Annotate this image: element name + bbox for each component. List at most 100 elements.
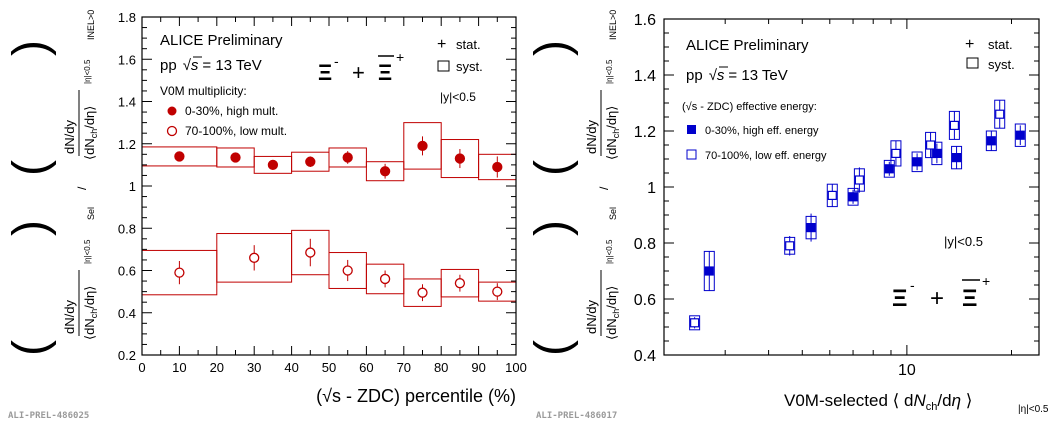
svg-text:+: +: [396, 49, 404, 65]
right-y-tick-label: 1.2: [634, 124, 656, 141]
svg-text:|η|<0.5: |η|<0.5: [605, 239, 614, 264]
svg-text:|η|<0.5: |η|<0.5: [83, 59, 92, 84]
left-y-tick-label: 0.2: [118, 348, 136, 363]
left-x-tick-label: 80: [434, 360, 448, 375]
right-high-point: [951, 153, 962, 163]
left-legend-high-label: 0-30%, high mult.: [185, 104, 278, 118]
svg-text:(: (: [526, 340, 579, 356]
svg-text:dN/dy: dN/dy: [62, 300, 77, 334]
right-high-syst-box: [883, 159, 895, 178]
left-legend-stat-label: stat.: [456, 37, 481, 52]
left-y-tick-label: 1: [129, 179, 136, 194]
svg-text:Ξ: Ξ: [892, 285, 907, 312]
left-legend-high-marker: [167, 106, 177, 116]
left-x-tick-label: 50: [322, 360, 336, 375]
right-legend-stat-symbol: +: [965, 36, 974, 53]
right-low-point: [891, 148, 901, 158]
left-y-tick-label: 1.6: [118, 52, 136, 67]
svg-text:Sel: Sel: [608, 207, 618, 220]
svg-text:V0M-selected ⟨ dNch/dη ⟩: V0M-selected ⟨ dNch/dη ⟩: [784, 391, 972, 413]
right-legend-stat-label: stat.: [988, 37, 1013, 52]
right-high-point: [848, 192, 858, 202]
right-low-point: [854, 175, 864, 185]
svg-text:INEL>0: INEL>0: [608, 10, 618, 40]
right-y-tick-label: 1: [647, 180, 656, 197]
svg-text:): ): [526, 220, 579, 236]
left-x-ticks: 0 10 20 30 40 50 60 70 80 90 100: [138, 17, 527, 375]
left-x-tick-label: 20: [210, 360, 224, 375]
right-system-label: pp √s = 13 TeV: [686, 67, 788, 84]
left-x-axis-label: (√s - ZDC) percentile (%): [316, 386, 516, 406]
left-legend-syst-symbol: [437, 60, 450, 72]
right-high-point: [704, 266, 714, 276]
right-rapidity-label: |y|<0.5: [944, 234, 983, 249]
svg-text:(: (: [4, 160, 57, 176]
svg-text:dN/dy: dN/dy: [584, 300, 599, 334]
right-y-tick-label: 1.4: [634, 68, 656, 85]
right-system-word: pp: [686, 67, 703, 84]
left-marker-layer: [174, 140, 503, 298]
left-y-tick-label: 0.8: [118, 221, 136, 236]
left-preliminary-id: ALI-PREL-486025: [8, 411, 89, 421]
right-high-syst-box: [847, 187, 859, 206]
right-high-point: [986, 136, 996, 146]
left-low-point: [342, 265, 353, 276]
svg-text:⟨dNch/dη⟩: ⟨dNch/dη⟩: [604, 106, 621, 160]
right-legend-syst-label: syst.: [988, 57, 1015, 72]
left-y-tick-label: 0.4: [118, 306, 136, 321]
left-high-point: [267, 159, 279, 171]
svg-text:/: /: [597, 186, 611, 190]
left-high-point: [454, 153, 466, 164]
right-legend-high-label: 0-30%, high eff. energy: [705, 125, 819, 137]
left-low-point: [417, 287, 428, 298]
svg-text:dN/dy: dN/dy: [584, 120, 599, 154]
left-high-point: [305, 156, 316, 167]
left-x-tick-label: 100: [505, 360, 527, 375]
right-y-tick-label: 0.8: [634, 236, 656, 253]
left-low-point: [305, 247, 316, 258]
right-selector-label: (√s - ZDC) effective energy:: [682, 101, 817, 113]
right-energy-label: = 13 TeV: [728, 67, 787, 84]
right-low-point: [690, 318, 700, 328]
right-marker-layer: [690, 109, 1025, 328]
left-x-tick-label: 90: [471, 360, 485, 375]
svg-text:-: -: [910, 277, 915, 293]
left-low-point: [174, 267, 185, 278]
left-low-point: [249, 252, 260, 263]
right-high-syst-box: [911, 151, 923, 173]
left-y-axis-label: ( dN/dy ⟨dNch/dη⟩ |η|<0.5 ) Sel / ( dN/d…: [4, 10, 99, 356]
left-x-tick-label: 70: [397, 360, 411, 375]
right-particle-label: Ξ - + Ξ +: [892, 273, 990, 312]
left-high-point: [342, 152, 353, 163]
svg-text:): ): [4, 40, 57, 56]
right-low-point: [785, 241, 795, 251]
right-experiment-label: ALICE Preliminary: [686, 37, 809, 54]
svg-text:dN/dy: dN/dy: [62, 120, 77, 154]
right-high-point: [1015, 130, 1025, 140]
svg-text:+: +: [352, 60, 365, 85]
right-x-axis-label: V0M-selected ⟨ dNch/dη ⟩ |η|<0.5: [784, 391, 1049, 415]
left-high-point: [379, 166, 391, 177]
svg-text:+: +: [930, 285, 944, 312]
svg-text:|η|<0.5: |η|<0.5: [1018, 404, 1049, 415]
right-legend-low-label: 70-100%, low eff. energy: [705, 150, 827, 162]
left-experiment-label: ALICE Preliminary: [160, 32, 283, 49]
left-high-point: [492, 161, 503, 173]
svg-text:⟨dNch/dη⟩: ⟨dNch/dη⟩: [82, 286, 99, 340]
right-y-tick-label: 0.4: [634, 348, 656, 365]
right-low-point: [949, 120, 959, 131]
left-high-point: [174, 151, 185, 162]
left-system-word: pp: [160, 57, 177, 74]
left-low-point: [492, 286, 503, 297]
left-particle-label: Ξ - + Ξ +: [318, 49, 404, 85]
left-legend-syst-label: syst.: [456, 59, 483, 74]
left-y-tick-label: 1.4: [118, 95, 136, 110]
svg-text:-: -: [334, 53, 339, 69]
right-low-syst-box: [689, 315, 701, 331]
svg-text:Sel: Sel: [86, 207, 96, 220]
right-preliminary-id: ALI-PREL-486017: [536, 411, 617, 421]
left-low-point: [379, 273, 391, 285]
left-system-label: pp √s = 13 TeV: [160, 57, 262, 74]
right-high-syst-box: [931, 141, 943, 166]
left-x-tick-label: 60: [359, 360, 373, 375]
